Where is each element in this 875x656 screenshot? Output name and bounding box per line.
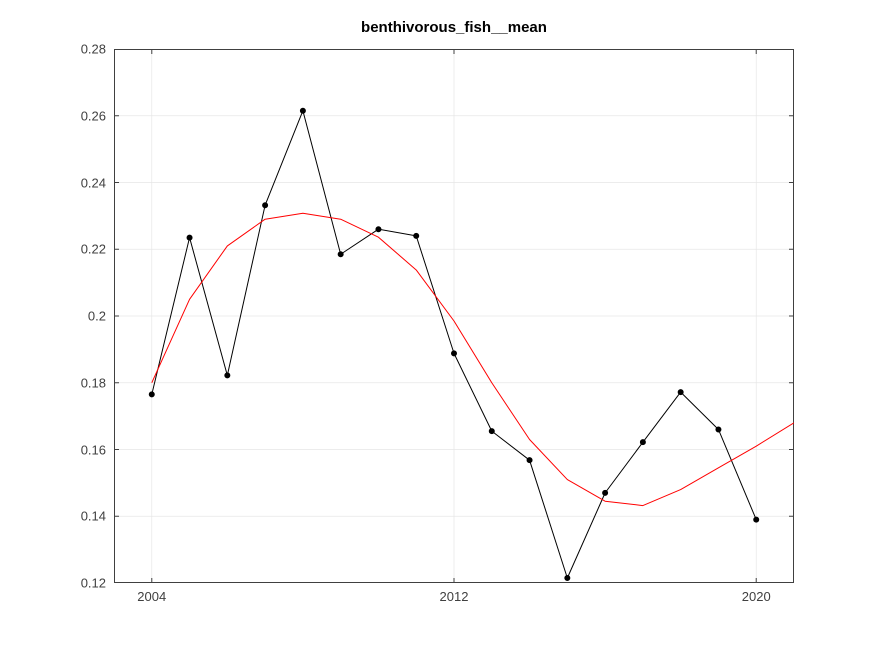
plot-area bbox=[114, 49, 794, 583]
marker bbox=[452, 351, 457, 356]
x-tick-label: 2012 bbox=[440, 589, 469, 604]
marker bbox=[678, 390, 683, 395]
chart-title: benthivorous_fish__mean bbox=[361, 19, 547, 36]
marker bbox=[149, 392, 154, 397]
marker bbox=[754, 517, 759, 522]
marker bbox=[414, 233, 419, 238]
plot-svg bbox=[114, 49, 794, 583]
marker bbox=[225, 373, 230, 378]
marker bbox=[263, 203, 268, 208]
y-tick-label: 0.22 bbox=[81, 242, 106, 257]
marker bbox=[603, 490, 608, 495]
y-tick-label: 0.2 bbox=[88, 309, 106, 324]
y-tick-label: 0.26 bbox=[81, 108, 106, 123]
y-tick-label: 0.12 bbox=[81, 576, 106, 591]
y-tick-label: 0.24 bbox=[81, 175, 106, 190]
marker bbox=[527, 458, 532, 463]
marker bbox=[565, 575, 570, 580]
x-tick-label: 2004 bbox=[137, 589, 166, 604]
marker bbox=[489, 429, 494, 434]
marker bbox=[187, 235, 192, 240]
series-trend bbox=[152, 213, 794, 505]
y-tick-label: 0.28 bbox=[81, 42, 106, 57]
marker bbox=[640, 440, 645, 445]
y-tick-label: 0.18 bbox=[81, 375, 106, 390]
marker bbox=[716, 427, 721, 432]
marker bbox=[376, 227, 381, 232]
x-tick-label: 2020 bbox=[742, 589, 771, 604]
y-tick-label: 0.16 bbox=[81, 442, 106, 457]
chart-container: benthivorous_fish__mean 2004 2012 2020 0.12… bbox=[0, 0, 875, 656]
marker bbox=[300, 108, 305, 113]
marker bbox=[338, 252, 343, 257]
y-tick-label: 0.14 bbox=[81, 509, 106, 524]
